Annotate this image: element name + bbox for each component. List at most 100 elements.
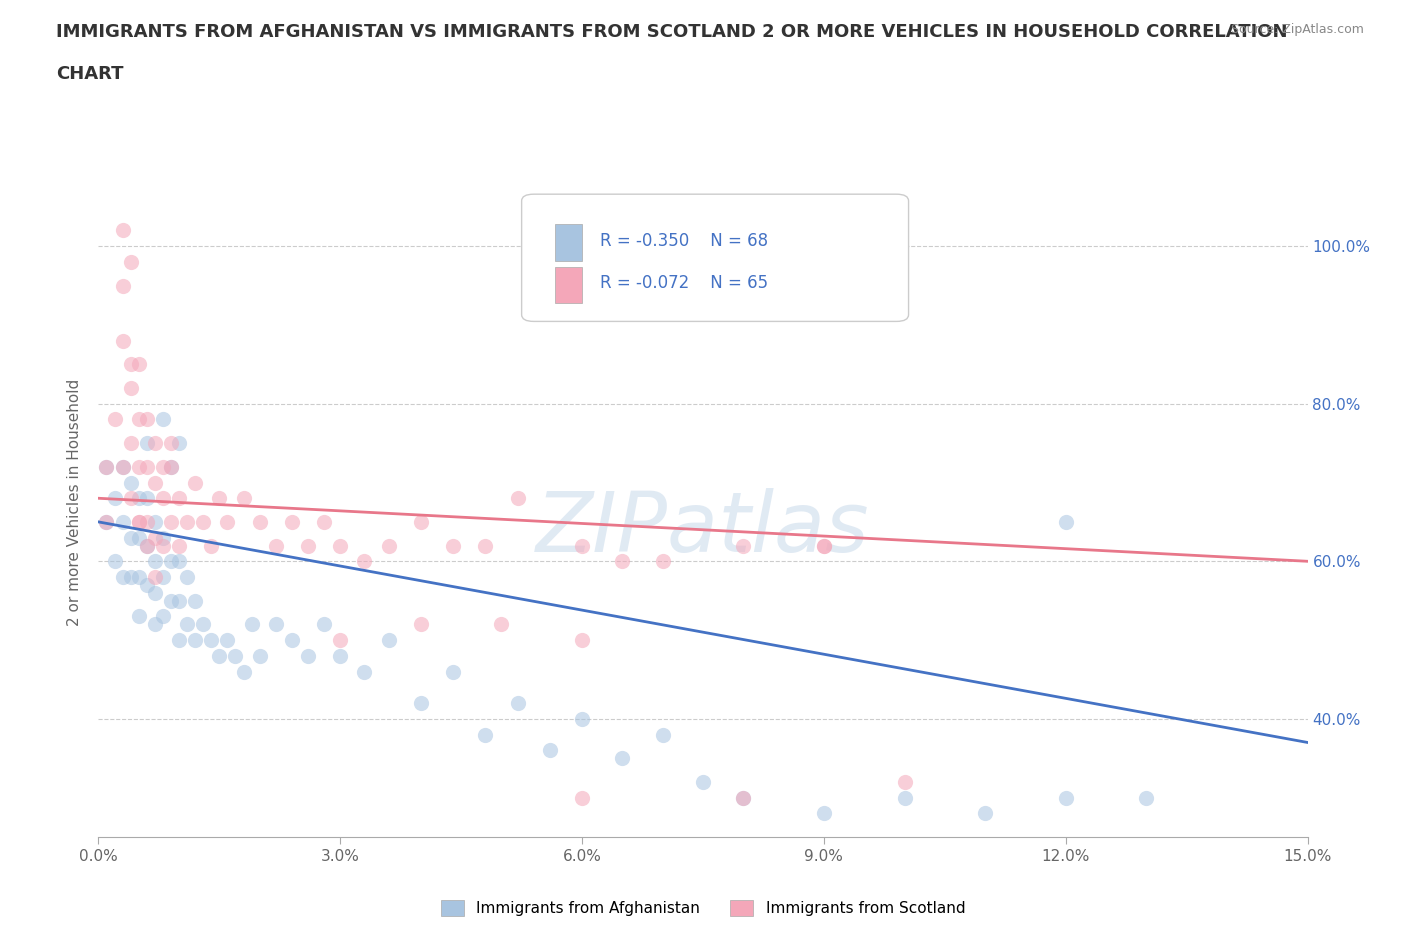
Text: CHART: CHART	[56, 65, 124, 83]
Point	[135, 538, 157, 553]
Point	[232, 664, 254, 679]
Point	[506, 491, 529, 506]
Point	[103, 491, 125, 506]
Point	[409, 617, 432, 631]
Point	[143, 514, 166, 529]
Point	[571, 632, 593, 647]
Point	[733, 790, 755, 805]
Point	[120, 255, 142, 270]
Point	[111, 223, 134, 238]
Point	[217, 632, 239, 647]
Text: ZIPatlas: ZIPatlas	[536, 488, 870, 569]
Point	[143, 585, 166, 600]
Point	[314, 617, 336, 631]
Point	[120, 435, 142, 450]
Point	[128, 357, 150, 372]
FancyBboxPatch shape	[522, 194, 908, 322]
Point	[200, 538, 222, 553]
Point	[120, 530, 142, 545]
Point	[160, 459, 183, 474]
Point	[329, 648, 352, 663]
Point	[96, 514, 118, 529]
Point	[120, 380, 142, 395]
Point	[733, 538, 755, 553]
Point	[409, 696, 432, 711]
Point	[232, 491, 254, 506]
Point	[297, 538, 319, 553]
Point	[128, 569, 150, 584]
Point	[160, 514, 183, 529]
Point	[184, 632, 207, 647]
Point	[160, 593, 183, 608]
Text: R = -0.350    N = 68: R = -0.350 N = 68	[600, 232, 768, 250]
Point	[193, 514, 215, 529]
Point	[111, 278, 134, 293]
Point	[813, 538, 835, 553]
Point	[128, 514, 150, 529]
FancyBboxPatch shape	[555, 224, 582, 261]
Point	[1135, 790, 1157, 805]
Point	[208, 491, 231, 506]
Point	[813, 806, 835, 821]
Point	[176, 569, 198, 584]
FancyBboxPatch shape	[555, 267, 582, 303]
Point	[167, 593, 190, 608]
Point	[152, 609, 174, 624]
Point	[733, 790, 755, 805]
Point	[135, 435, 157, 450]
Point	[96, 459, 118, 474]
Point	[167, 632, 190, 647]
Point	[135, 514, 157, 529]
Point	[152, 412, 174, 427]
Point	[167, 435, 190, 450]
Point	[208, 648, 231, 663]
Point	[103, 554, 125, 569]
Point	[538, 743, 561, 758]
Point	[111, 459, 134, 474]
Point	[128, 609, 150, 624]
Point	[111, 333, 134, 348]
Point	[120, 491, 142, 506]
Point	[692, 775, 714, 790]
Point	[103, 412, 125, 427]
Point	[143, 475, 166, 490]
Point	[160, 435, 183, 450]
Point	[135, 538, 157, 553]
Point	[128, 491, 150, 506]
Point	[377, 538, 399, 553]
Point	[160, 459, 183, 474]
Point	[128, 514, 150, 529]
Point	[135, 491, 157, 506]
Point	[813, 538, 835, 553]
Point	[200, 632, 222, 647]
Point	[143, 617, 166, 631]
Point	[152, 491, 174, 506]
Point	[143, 435, 166, 450]
Point	[571, 538, 593, 553]
Point	[651, 727, 673, 742]
Point	[167, 538, 190, 553]
Point	[111, 569, 134, 584]
Legend: Immigrants from Afghanistan, Immigrants from Scotland: Immigrants from Afghanistan, Immigrants …	[441, 900, 965, 916]
Point	[612, 554, 634, 569]
Point	[353, 664, 375, 679]
Point	[506, 696, 529, 711]
Point	[1054, 514, 1077, 529]
Point	[281, 514, 304, 529]
Point	[474, 727, 496, 742]
Point	[128, 459, 150, 474]
Point	[571, 711, 593, 726]
Point	[167, 491, 190, 506]
Point	[143, 554, 166, 569]
Point	[160, 554, 183, 569]
Point	[1054, 790, 1077, 805]
Point	[441, 538, 464, 553]
Point	[135, 459, 157, 474]
Point	[152, 459, 174, 474]
Point	[96, 514, 118, 529]
Point	[974, 806, 997, 821]
Point	[314, 514, 336, 529]
Point	[651, 554, 673, 569]
Point	[409, 514, 432, 529]
Point	[441, 664, 464, 679]
